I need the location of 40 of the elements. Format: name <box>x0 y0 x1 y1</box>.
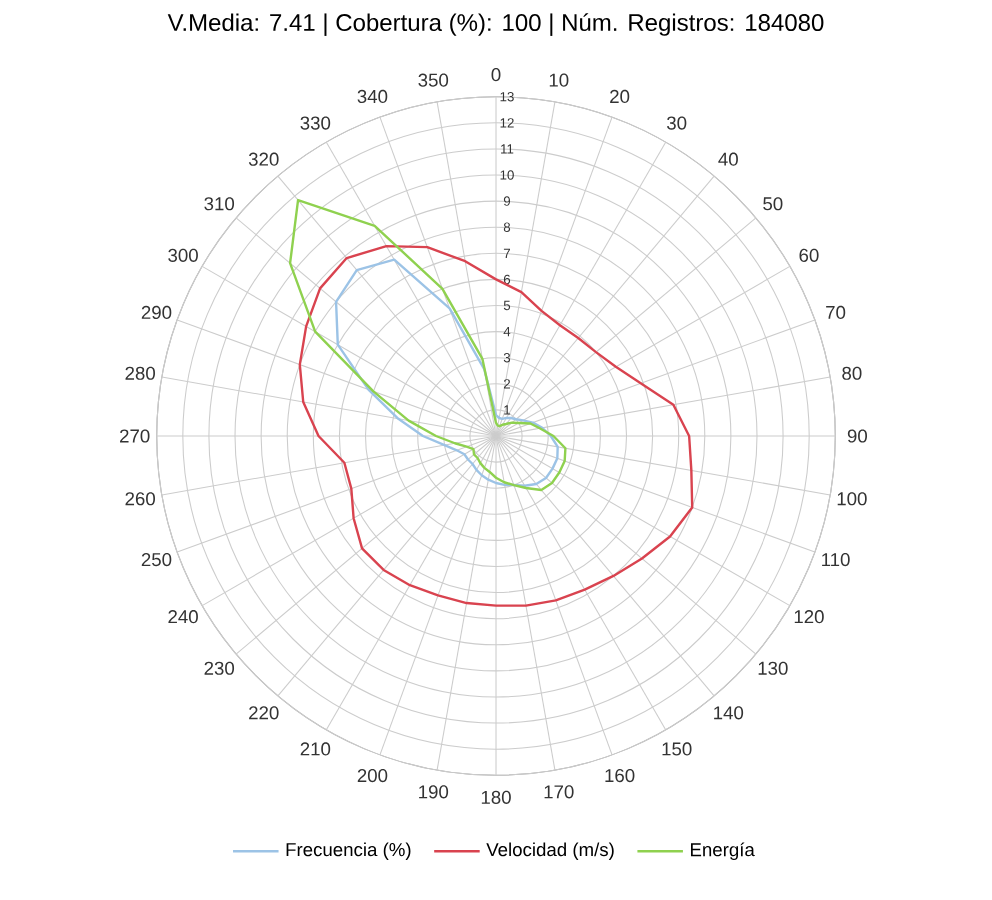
spoke-label: 120 <box>794 610 824 624</box>
spoke-label: 10 <box>549 73 569 87</box>
spoke-label: 50 <box>763 197 783 211</box>
spoke-label: 230 <box>204 661 235 675</box>
spoke-label: 290 <box>141 305 172 320</box>
spoke-label: 340 <box>357 89 388 104</box>
spoke-label: 310 <box>204 197 235 211</box>
spoke-label: 90 <box>847 429 868 443</box>
spoke-label: 20 <box>610 89 630 104</box>
spoke-label: 130 <box>758 661 788 675</box>
spoke-label: 180 <box>481 790 511 804</box>
spoke-label: 260 <box>125 492 155 506</box>
spoke-label: 200 <box>357 768 388 783</box>
legend-label: Velocidad (m/s) <box>486 842 614 860</box>
spoke-label: 70 <box>826 305 846 320</box>
spoke-label: 350 <box>418 73 449 87</box>
spoke-label: 60 <box>799 248 819 262</box>
spoke-label: 220 <box>249 706 279 720</box>
spoke-label: 270 <box>120 429 150 443</box>
spoke-label: 30 <box>667 116 687 130</box>
spoke-label: 140 <box>714 706 744 720</box>
spoke-label: 330 <box>300 116 331 130</box>
spoke-label: 40 <box>718 152 738 166</box>
spoke-label: 210 <box>300 742 331 756</box>
spoke-label: 150 <box>662 742 692 756</box>
spoke-label: 100 <box>837 492 867 506</box>
spoke-label: 0 <box>491 68 501 82</box>
chart-title: V.Media: 7.41 | Cobertura (%): 100 | Núm. Registros: 184080 <box>167 13 824 36</box>
spoke-label: 240 <box>168 610 198 624</box>
spoke-label: 280 <box>125 366 155 380</box>
spoke-label: 80 <box>842 366 862 380</box>
spoke-label: 250 <box>141 553 172 567</box>
spoke-label: 170 <box>544 785 574 799</box>
spoke-label: 300 <box>168 248 198 262</box>
spoke-label: 110 <box>822 553 850 567</box>
spoke-label: 160 <box>605 768 635 783</box>
spoke-label: 190 <box>419 785 449 799</box>
legend-label: Energía <box>691 842 755 861</box>
legend-label: Frecuencia (%) <box>286 842 411 860</box>
spoke-label: 320 <box>248 152 279 166</box>
